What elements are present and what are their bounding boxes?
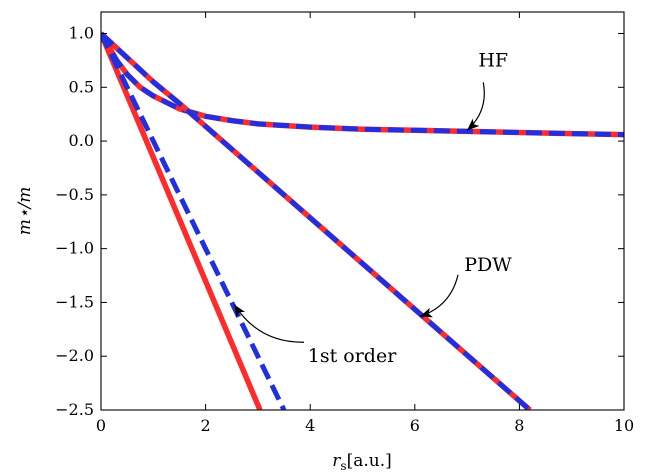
y-tick-label: 0.0 (69, 131, 94, 150)
x-tick-label: 6 (410, 416, 420, 435)
annotation-label: PDW (464, 254, 512, 276)
annotation-arrowhead (234, 304, 246, 318)
tick-layer: 0 2 4 6 8 10 1.0 0.5 0.0 −0.5 −1.0 −1.5 −2.0 −2.5 (55, 12, 634, 435)
annotation-label: HF (478, 49, 508, 71)
annotation-layer: HF PDW 1st order (233, 49, 512, 367)
y-tick-label: 1.0 (69, 24, 94, 43)
series-line (101, 32, 287, 410)
x-tick-label: 2 (201, 416, 211, 435)
y-axis-label: m⋆/m (15, 187, 35, 236)
y-tick-label: −2.5 (55, 400, 94, 419)
y-tick-label: −1.5 (55, 292, 94, 311)
annotation-label: 1st order (308, 345, 397, 367)
annotation-arrowhead (467, 118, 480, 131)
x-tick-label: 10 (614, 416, 634, 435)
series-line (101, 32, 263, 410)
y-tick-label: −2.0 (55, 346, 94, 365)
series-line (101, 32, 624, 138)
series-layer (101, 31, 624, 410)
y-tick-label: 0.5 (69, 77, 94, 96)
plot-frame (100, 11, 625, 411)
annotation-arrowhead (420, 307, 433, 318)
y-tick-label: −1.0 (55, 239, 94, 258)
y-tick-label: −0.5 (55, 185, 94, 204)
x-tick-label: 8 (514, 416, 524, 435)
x-tick-label: 4 (305, 416, 315, 435)
x-axis-label: rs[a.u.] (332, 451, 391, 472)
series-line (101, 31, 532, 410)
x-tick-label: 0 (96, 416, 106, 435)
